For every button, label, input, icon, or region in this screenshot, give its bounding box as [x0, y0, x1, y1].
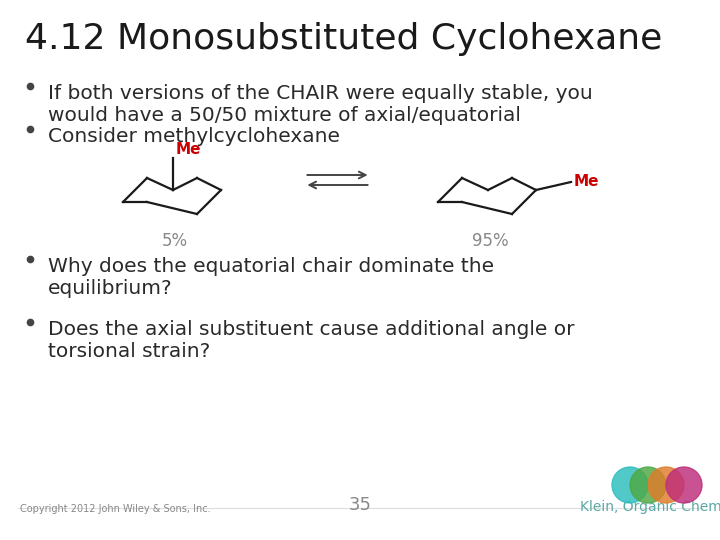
Circle shape — [666, 467, 702, 503]
Text: 4.12 Monosubstituted Cyclohexane: 4.12 Monosubstituted Cyclohexane — [25, 22, 662, 56]
Text: Does the axial substituent cause additional angle or: Does the axial substituent cause additio… — [48, 320, 575, 339]
Text: 95%: 95% — [472, 232, 508, 250]
Text: Copyright 2012 John Wiley & Sons, Inc.: Copyright 2012 John Wiley & Sons, Inc. — [20, 504, 211, 514]
Text: torsional strain?: torsional strain? — [48, 342, 210, 361]
Text: Consider methylcyclohexane: Consider methylcyclohexane — [48, 127, 340, 146]
Circle shape — [648, 467, 684, 503]
Text: Me: Me — [176, 142, 202, 157]
Text: Why does the equatorial chair dominate the: Why does the equatorial chair dominate t… — [48, 257, 494, 276]
Text: 5%: 5% — [162, 232, 188, 250]
Text: 35: 35 — [348, 496, 372, 514]
Circle shape — [612, 467, 648, 503]
Text: would have a 50/50 mixture of axial/equatorial: would have a 50/50 mixture of axial/equa… — [48, 106, 521, 125]
Text: Me: Me — [574, 174, 600, 190]
Text: Klein, Organic Chemistry 2e: Klein, Organic Chemistry 2e — [580, 500, 720, 514]
Text: equilibrium?: equilibrium? — [48, 280, 173, 299]
Text: If both versions of the CHAIR were equally stable, you: If both versions of the CHAIR were equal… — [48, 84, 593, 103]
Circle shape — [630, 467, 666, 503]
